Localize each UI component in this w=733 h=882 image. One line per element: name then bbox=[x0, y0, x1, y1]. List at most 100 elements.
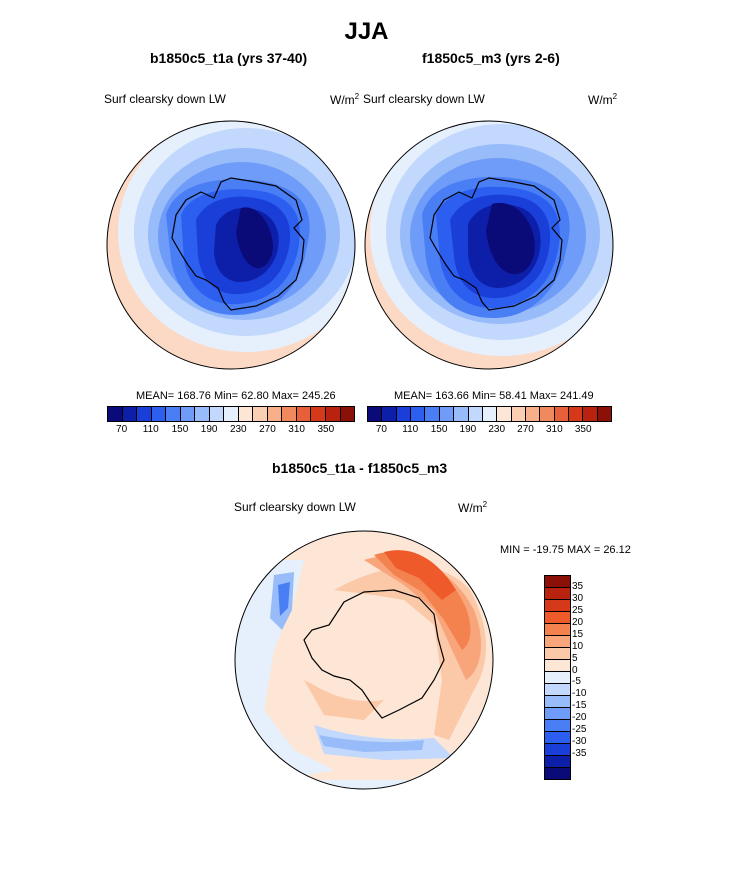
left-colorbar-swatch bbox=[296, 407, 312, 421]
left-antarctica-coastline bbox=[171, 177, 305, 311]
left-colorbar-swatch bbox=[122, 407, 138, 421]
diff-stats: MIN = -19.75 MAX = 26.12 bbox=[500, 544, 631, 556]
left-colorbar-tick-label: 70 bbox=[116, 424, 128, 435]
left-colorbar-swatch bbox=[180, 407, 196, 421]
diff-colorbar-swatch bbox=[545, 720, 570, 732]
diff-colorbar-swatch bbox=[545, 756, 570, 768]
left-colorbar-swatch bbox=[325, 407, 341, 421]
left-variable-label: Surf clearsky down LW bbox=[104, 92, 226, 106]
left-colorbar-tick-label: 150 bbox=[171, 424, 189, 435]
left-colorbar-swatch bbox=[311, 407, 326, 421]
right-panel-title: f1850c5_m3 (yrs 2-6) bbox=[422, 50, 560, 66]
right-colorbar-tick-label: 230 bbox=[488, 424, 506, 435]
right-colorbar-swatch bbox=[482, 407, 498, 421]
right-colorbar-tick-label: 110 bbox=[402, 424, 419, 435]
right-antarctica-coastline bbox=[429, 177, 563, 311]
left-units-label: W/m2 bbox=[330, 92, 360, 107]
left-colorbar-swatch bbox=[267, 407, 283, 421]
diff-colorbar-tick-label: 35 bbox=[572, 580, 584, 592]
diff-colorbar-swatch bbox=[545, 576, 570, 588]
diff-colorbar-tick-label: -15 bbox=[572, 700, 587, 712]
diff-panel-title: b1850c5_t1a - f1850c5_m3 bbox=[272, 460, 448, 476]
diff-colorbar: 35 30 25 20 15 10 5 0 -5 -10 -15 -20 -25 -30 -35 bbox=[544, 575, 586, 780]
right-colorbar-tick-label: 270 bbox=[517, 424, 534, 435]
right-colorbar-swatch bbox=[569, 407, 584, 421]
right-map-border bbox=[364, 120, 614, 370]
right-colorbar-tick-label: 190 bbox=[459, 424, 477, 435]
diff-colorbar-tick-label: -5 bbox=[572, 676, 581, 688]
diff-colorbar-tick-label: -10 bbox=[572, 688, 587, 700]
diff-colorbar-swatch bbox=[545, 636, 570, 648]
left-map-border bbox=[106, 120, 356, 370]
right-colorbar: 70 110 150 190 230 270 310 350 bbox=[367, 406, 612, 438]
right-field bbox=[365, 121, 613, 369]
right-colorbar-swatch bbox=[554, 407, 570, 421]
right-colorbar-tick-label: 310 bbox=[546, 424, 563, 435]
diff-colorbar-swatch bbox=[545, 696, 570, 708]
left-colorbar-swatch bbox=[108, 407, 123, 421]
diff-colorbar-tick-label: -30 bbox=[572, 736, 587, 748]
right-colorbar-swatch bbox=[583, 407, 598, 421]
diff-colorbar-tick-label: 25 bbox=[572, 604, 584, 616]
right-polar-map bbox=[364, 120, 614, 370]
diff-colorbar-swatch bbox=[545, 648, 570, 660]
diff-colorbar-tick-label: 0 bbox=[572, 664, 578, 676]
diff-variable-label: Surf clearsky down LW bbox=[234, 500, 356, 514]
diff-colorbar-swatch bbox=[545, 684, 570, 696]
left-colorbar-tick-label: 230 bbox=[229, 424, 247, 435]
left-field bbox=[107, 121, 355, 369]
right-colorbar-swatch bbox=[540, 407, 555, 421]
diff-colorbar-tick-label: 10 bbox=[572, 640, 584, 652]
left-colorbar-tick-label: 190 bbox=[200, 424, 218, 435]
diff-colorbar-swatch bbox=[545, 588, 570, 600]
right-colorbar-swatch bbox=[368, 407, 383, 421]
left-colorbar-swatch bbox=[253, 407, 268, 421]
diff-colorbar-tick-label: -25 bbox=[572, 724, 587, 736]
diff-colorbar-swatch bbox=[545, 660, 570, 672]
diff-colorbar-swatch bbox=[545, 768, 570, 779]
right-colorbar-swatch bbox=[454, 407, 469, 421]
left-colorbar-tick-label: 270 bbox=[259, 424, 276, 435]
right-colorbar-swatch bbox=[425, 407, 440, 421]
diff-colorbar-tick-label: -20 bbox=[572, 712, 587, 724]
diff-colorbar-swatch bbox=[545, 624, 570, 636]
left-colorbar-swatch bbox=[209, 407, 225, 421]
right-colorbar-tick-label: 350 bbox=[574, 424, 592, 435]
diff-colorbar-swatch bbox=[545, 612, 570, 624]
right-colorbar-swatch bbox=[525, 407, 541, 421]
left-colorbar-swatch bbox=[282, 407, 297, 421]
right-colorbar-tick-label: 70 bbox=[375, 424, 387, 435]
right-colorbar-swatch bbox=[411, 407, 426, 421]
diff-units-label: W/m2 bbox=[458, 500, 488, 515]
left-colorbar-tick-label: 350 bbox=[317, 424, 335, 435]
right-colorbar-swatch bbox=[511, 407, 526, 421]
left-colorbar: 70 110 150 190 230 270 310 350 bbox=[107, 406, 355, 438]
right-units-label: W/m2 bbox=[588, 92, 618, 107]
right-colorbar-swatch bbox=[439, 407, 455, 421]
left-colorbar-swatch bbox=[238, 407, 254, 421]
left-colorbar-swatch bbox=[340, 407, 355, 421]
right-variable-label: Surf clearsky down LW bbox=[363, 92, 485, 106]
right-stats: MEAN= 163.66 Min= 58.41 Max= 241.49 bbox=[394, 390, 594, 402]
diff-colorbar-swatch bbox=[545, 744, 570, 756]
left-colorbar-swatch bbox=[151, 407, 167, 421]
diff-colorbar-tick-label: 5 bbox=[572, 652, 578, 664]
left-colorbar-swatch bbox=[195, 407, 210, 421]
right-colorbar-swatch bbox=[396, 407, 412, 421]
left-polar-map bbox=[106, 120, 356, 370]
diff-colorbar-tick-label: -35 bbox=[572, 748, 587, 760]
figure-title: JJA bbox=[344, 18, 389, 45]
diff-colorbar-swatch bbox=[545, 732, 570, 744]
diff-colorbar-swatch bbox=[545, 672, 570, 684]
left-colorbar-tick-label: 110 bbox=[142, 424, 159, 435]
left-colorbar-swatch bbox=[137, 407, 152, 421]
right-colorbar-tick-label: 150 bbox=[430, 424, 448, 435]
left-panel-title: b1850c5_t1a (yrs 37-40) bbox=[150, 50, 308, 66]
diff-colorbar-tick-label: 20 bbox=[572, 616, 584, 628]
right-colorbar-swatch bbox=[382, 407, 397, 421]
diff-colorbar-swatch bbox=[545, 708, 570, 720]
left-colorbar-tick-label: 310 bbox=[288, 424, 305, 435]
left-colorbar-swatch bbox=[224, 407, 239, 421]
right-colorbar-swatch bbox=[468, 407, 483, 421]
diff-colorbar-swatch bbox=[545, 600, 570, 612]
